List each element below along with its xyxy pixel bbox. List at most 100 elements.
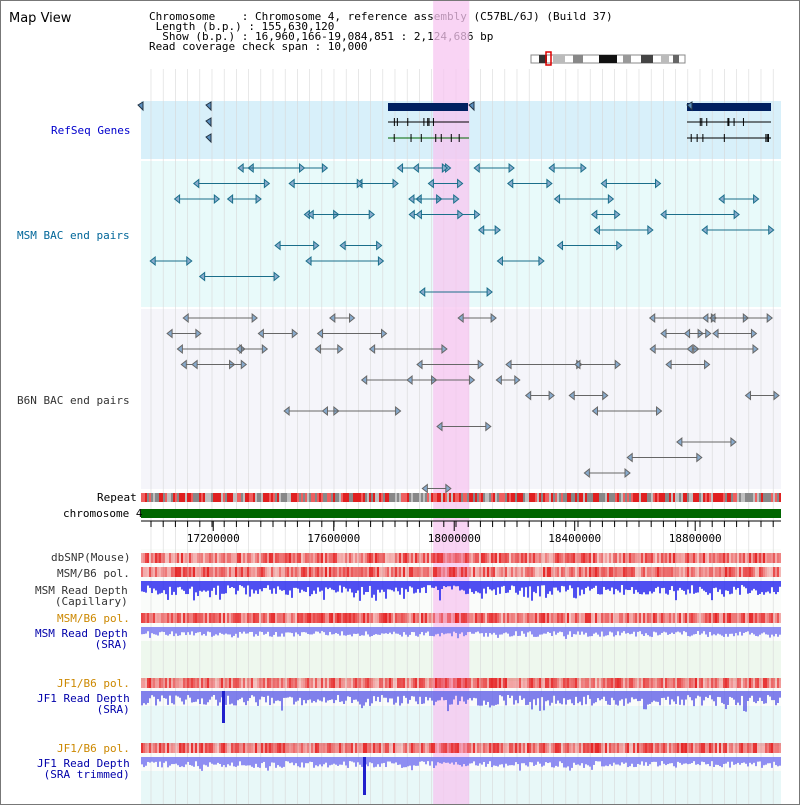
msm-pol2-cell (269, 613, 271, 623)
msm-cap-depth-bar (443, 581, 445, 587)
track-label-jf1-b6-pol-2: JF1/B6 pol. (57, 742, 130, 755)
repeat-bar (319, 493, 321, 502)
jf1-sra-depth-bar (755, 691, 757, 704)
jf1-trim-depth-bar (317, 757, 319, 767)
repeat-bar (295, 493, 297, 502)
jf1-pol-cell (179, 678, 181, 688)
repeat-bar (273, 493, 275, 502)
msm-cap-depth-bar (399, 581, 401, 595)
msm-cap-depth-bar (677, 581, 679, 591)
msm-sra-depth-bar (563, 627, 565, 637)
msm-pol2-cell (581, 613, 583, 623)
jf1-trim-depth-bar (465, 757, 467, 767)
msm-bac-end (473, 162, 480, 174)
jf1-trim-depth-bar (599, 757, 601, 762)
msm-sra-depth-bar (169, 627, 171, 635)
jf1-pol2-cell (193, 743, 195, 753)
jf1-trim-depth-bar (533, 757, 535, 766)
b6n-bac-end (705, 328, 712, 339)
jf1-pol2-cell (753, 743, 755, 753)
jf1-pol2-cell (597, 743, 599, 753)
msm-sra-depth-bar (759, 627, 761, 635)
jf1-trim-depth-bar (639, 757, 641, 765)
msm-sra-depth-bar (453, 627, 455, 632)
msm-pol-cell (575, 567, 577, 577)
jf1-sra-depth-bar (549, 691, 551, 706)
dbsnp-cell (339, 553, 341, 563)
jf1-sra-depth-bar (529, 691, 531, 702)
msm-cap-depth-bar (451, 581, 453, 590)
dbsnp-cell (749, 553, 751, 563)
jf1-pol2-cell (399, 743, 401, 753)
jf1-pol-cell (549, 678, 551, 688)
msm-pol-cell (723, 567, 725, 577)
msm-sra-depth-bar (637, 627, 639, 632)
msm-pol-cell (753, 567, 755, 577)
repeat-bar (587, 493, 589, 502)
jf1-pol-cell (237, 678, 239, 688)
jf1-sra-depth-bar (141, 691, 143, 706)
msm-pol2-cell (543, 613, 545, 623)
jf1-sra-depth-bar (447, 691, 449, 712)
msm-cap-depth-bar (725, 581, 727, 591)
jf1-pol-cell (591, 678, 593, 688)
jf1-trim-depth-bar (487, 757, 489, 764)
info-length: Length (b.p.) : 155,630,120 (149, 20, 335, 33)
dbsnp-cell (469, 553, 471, 563)
jf1-sra-depth-bar (707, 691, 709, 698)
jf1-trim-depth-bar (679, 757, 681, 763)
msm-cap-depth-bar (715, 581, 717, 588)
jf1-pol-cell (301, 678, 303, 688)
dbsnp-cell (561, 553, 563, 563)
msm-cap-depth-bar (193, 581, 195, 601)
msm-bac-end (307, 209, 314, 220)
dbsnp-cell (471, 553, 473, 563)
msm-cap-depth-bar (415, 581, 417, 593)
jf1-trim-depth-bar (327, 757, 329, 768)
msm-pol-cell (779, 567, 781, 577)
msm-pol-cell (757, 567, 759, 577)
msm-pol-cell (469, 567, 471, 577)
msm-pol2-cell (755, 613, 757, 623)
msm-cap-depth-bar (189, 581, 191, 589)
msm-pol2-cell (579, 613, 581, 623)
msm-cap-depth-bar (393, 581, 395, 592)
jf1-pol-cell (193, 678, 195, 688)
jf1-trim-depth-bar (511, 757, 513, 766)
msm-pol2-cell (669, 613, 671, 623)
jf1-pol-cell (195, 678, 197, 688)
dbsnp-cell (451, 553, 453, 563)
jf1-pol2-cell (321, 743, 323, 753)
msm-pol2-cell (175, 613, 177, 623)
msm-cap-depth-bar (653, 581, 655, 592)
jf1-pol2-cell (665, 743, 667, 753)
jf1-pol2-cell (679, 743, 681, 753)
jf1-trim-depth-bar (579, 757, 581, 766)
msm-pol-cell (269, 567, 271, 577)
repeat-bar (519, 493, 521, 502)
jf1-sra-depth-bar (715, 691, 717, 706)
msm-sra-depth-bar (533, 627, 535, 637)
jf1-pol-cell (333, 678, 335, 688)
msm-cap-depth-bar (201, 581, 203, 592)
msm-pol-cell (311, 567, 313, 577)
jf1-pol2-cell (617, 743, 619, 753)
msm-cap-depth-bar (273, 581, 275, 589)
jf1-pol-cell (709, 678, 711, 688)
msm-pol2-cell (291, 613, 293, 623)
dbsnp-cell (611, 553, 613, 563)
msm-cap-depth-bar (203, 581, 205, 591)
msm-bac-end (192, 178, 200, 189)
jf1-trim-depth-bar (167, 757, 169, 768)
msm-sra-depth-bar (507, 627, 509, 634)
jf1-trim-depth-bar (279, 757, 281, 767)
msm-sra-depth-bar (683, 627, 685, 632)
msm-pol-cell (693, 567, 695, 577)
jf1-trim-depth-bar (161, 757, 163, 768)
jf1-trim-depth-bar (445, 757, 447, 763)
jf1-pol-cell (611, 678, 613, 688)
msm-sra-depth-bar (297, 627, 299, 635)
dbsnp-cell (635, 553, 637, 563)
jf1-pol2-cell (517, 743, 519, 753)
